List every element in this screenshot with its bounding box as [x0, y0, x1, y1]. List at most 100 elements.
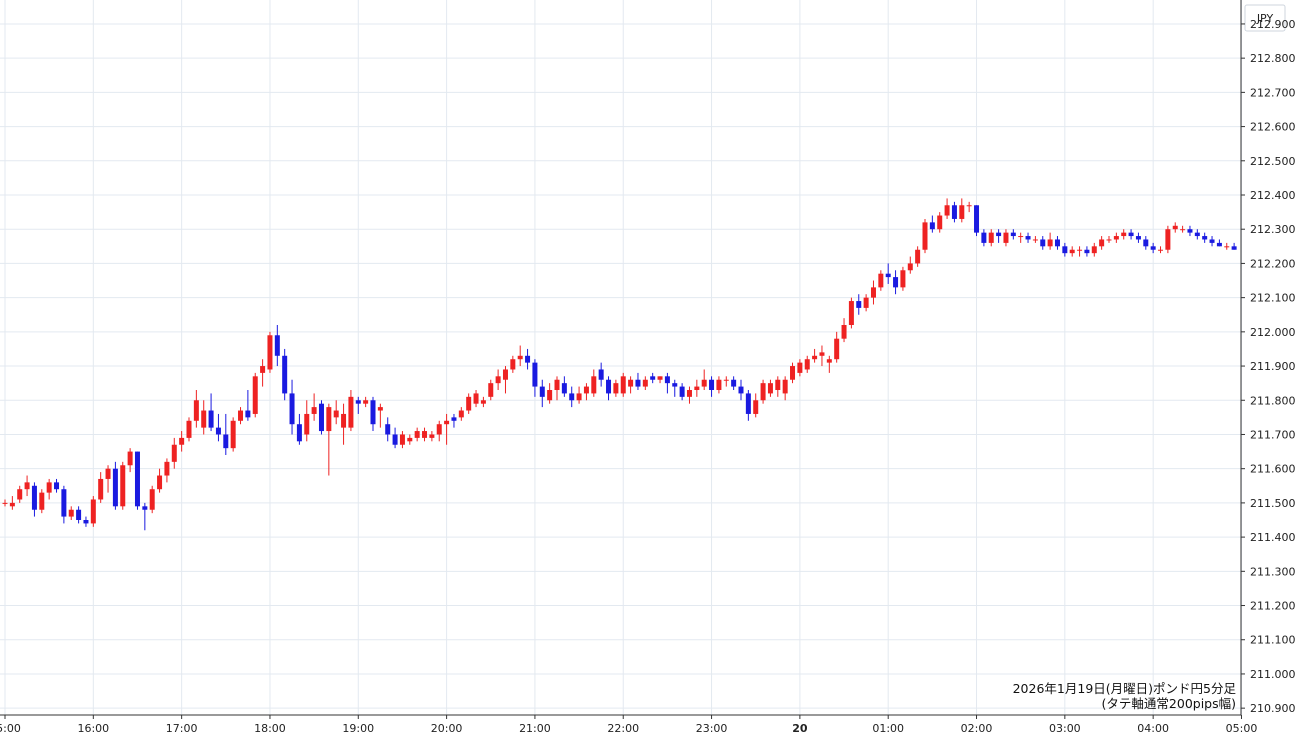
candle	[311, 393, 317, 421]
candle-body	[24, 482, 30, 490]
candle	[834, 331, 840, 363]
y-tick-label: 211.500	[1250, 497, 1296, 510]
candle	[120, 461, 126, 510]
candle-body	[238, 410, 244, 421]
candle-body	[598, 369, 604, 380]
candle-body	[657, 376, 663, 380]
candle	[1032, 236, 1038, 243]
candle	[39, 489, 45, 514]
candle	[826, 355, 832, 373]
candle-body	[17, 489, 23, 500]
candle	[201, 400, 207, 435]
candle-body	[466, 396, 472, 411]
candle-body	[230, 420, 236, 449]
candle	[1106, 236, 1112, 243]
candle	[620, 372, 626, 397]
candle-body	[451, 417, 457, 421]
candle-body	[1158, 249, 1164, 251]
candle-body	[539, 386, 545, 397]
candle-body	[782, 379, 788, 394]
candle-body	[208, 410, 214, 428]
candle	[392, 427, 398, 449]
candle	[1010, 229, 1016, 240]
candle-body	[46, 482, 52, 493]
candle	[473, 390, 479, 408]
candle	[245, 390, 251, 421]
candle	[893, 270, 899, 295]
candle	[127, 448, 133, 473]
candle-body	[1003, 232, 1009, 243]
candle	[966, 201, 972, 213]
candle	[951, 201, 957, 223]
candle-body	[1165, 229, 1171, 250]
candle	[179, 431, 185, 452]
candle-body	[502, 369, 508, 380]
candle-body	[201, 410, 207, 428]
candle-body	[672, 383, 678, 387]
candle	[230, 417, 236, 452]
candle	[650, 372, 656, 384]
candle-body	[142, 506, 148, 510]
candle	[260, 359, 266, 387]
x-tick-label: 19:00	[342, 722, 374, 735]
candle-body	[296, 424, 302, 442]
candle-body	[1040, 239, 1046, 247]
candle	[318, 400, 324, 435]
candle-body	[576, 393, 582, 401]
candle-body	[863, 297, 869, 308]
candle-body	[848, 301, 854, 325]
x-tick-label: 04:00	[1137, 722, 1169, 735]
grid	[0, 0, 1242, 715]
candle-body	[333, 410, 339, 418]
candle-body	[900, 270, 906, 288]
candle	[856, 294, 862, 315]
candle-body	[1069, 249, 1075, 254]
candle-body	[1047, 239, 1053, 247]
candle	[664, 372, 670, 394]
candle-body	[157, 475, 163, 490]
candle-body	[731, 379, 737, 387]
candle	[341, 403, 347, 445]
candle-body	[760, 383, 766, 401]
candle	[1143, 236, 1149, 250]
candle	[90, 496, 96, 527]
candle	[1003, 229, 1009, 247]
candle-body	[422, 431, 428, 438]
candle	[716, 376, 722, 394]
candle	[885, 263, 891, 284]
candle-body	[1062, 246, 1068, 254]
candle	[672, 379, 678, 397]
candle	[606, 376, 612, 401]
y-tick-label: 212.200	[1250, 257, 1296, 270]
y-tick-label: 212.900	[1250, 18, 1296, 31]
candle-body	[134, 451, 140, 507]
candle	[2, 499, 8, 507]
candle	[790, 362, 796, 384]
candle-body	[1172, 225, 1178, 230]
candle-body	[341, 413, 347, 428]
candle	[1202, 232, 1208, 243]
candle	[812, 348, 818, 363]
candle	[112, 461, 118, 510]
y-tick-label: 212.300	[1250, 223, 1296, 236]
currency-label-box	[1244, 4, 1286, 32]
candle-body	[1224, 246, 1230, 248]
candle-body	[804, 359, 810, 370]
candle-body	[797, 362, 803, 373]
candle	[488, 379, 494, 401]
candle	[1135, 232, 1141, 243]
candle	[46, 478, 52, 500]
candle	[731, 376, 737, 390]
candle	[61, 485, 67, 524]
candle-body	[215, 427, 221, 435]
candle	[54, 478, 60, 493]
candle-body	[532, 362, 538, 387]
candle	[157, 468, 163, 493]
candle-body	[709, 379, 715, 390]
candle-body	[90, 499, 96, 524]
y-tick-label: 211.100	[1250, 634, 1296, 647]
candle-body	[1231, 246, 1237, 250]
candle	[1047, 232, 1053, 250]
y-tick-label: 211.000	[1250, 668, 1296, 681]
